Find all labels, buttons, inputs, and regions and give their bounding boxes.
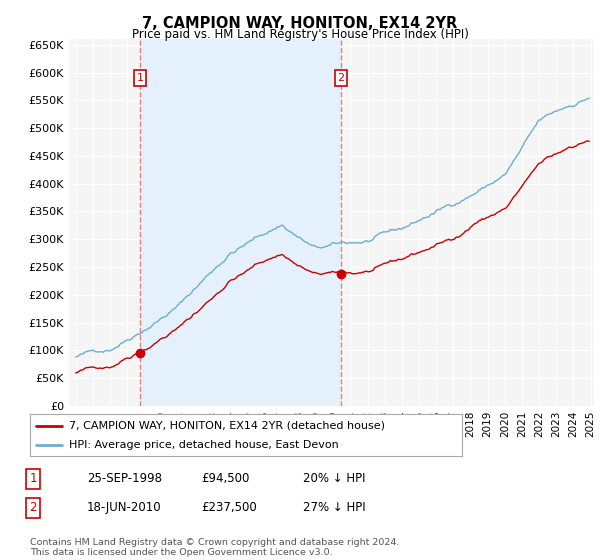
Text: 20% ↓ HPI: 20% ↓ HPI [303,472,365,486]
Text: 25-SEP-1998: 25-SEP-1998 [87,472,162,486]
Text: 1: 1 [29,472,37,486]
Bar [140,39,341,406]
Text: HPI: Average price, detached house, East Devon: HPI: Average price, detached house, East… [69,440,338,450]
Text: 7, CAMPION WAY, HONITON, EX14 2YR (detached house): 7, CAMPION WAY, HONITON, EX14 2YR (detac… [69,421,385,431]
Text: 7, CAMPION WAY, HONITON, EX14 2YR: 7, CAMPION WAY, HONITON, EX14 2YR [142,16,458,31]
Text: Contains HM Land Registry data © Crown copyright and database right 2024.
This d: Contains HM Land Registry data © Crown c… [30,538,400,557]
Text: 2: 2 [338,73,344,83]
Text: 27% ↓ HPI: 27% ↓ HPI [303,501,365,515]
Text: 1: 1 [137,73,144,83]
Text: £237,500: £237,500 [201,501,257,515]
Text: 2: 2 [29,501,37,515]
Text: 18-JUN-2010: 18-JUN-2010 [87,501,161,515]
Text: £94,500: £94,500 [201,472,250,486]
Text: Price paid vs. HM Land Registry's House Price Index (HPI): Price paid vs. HM Land Registry's House … [131,28,469,41]
